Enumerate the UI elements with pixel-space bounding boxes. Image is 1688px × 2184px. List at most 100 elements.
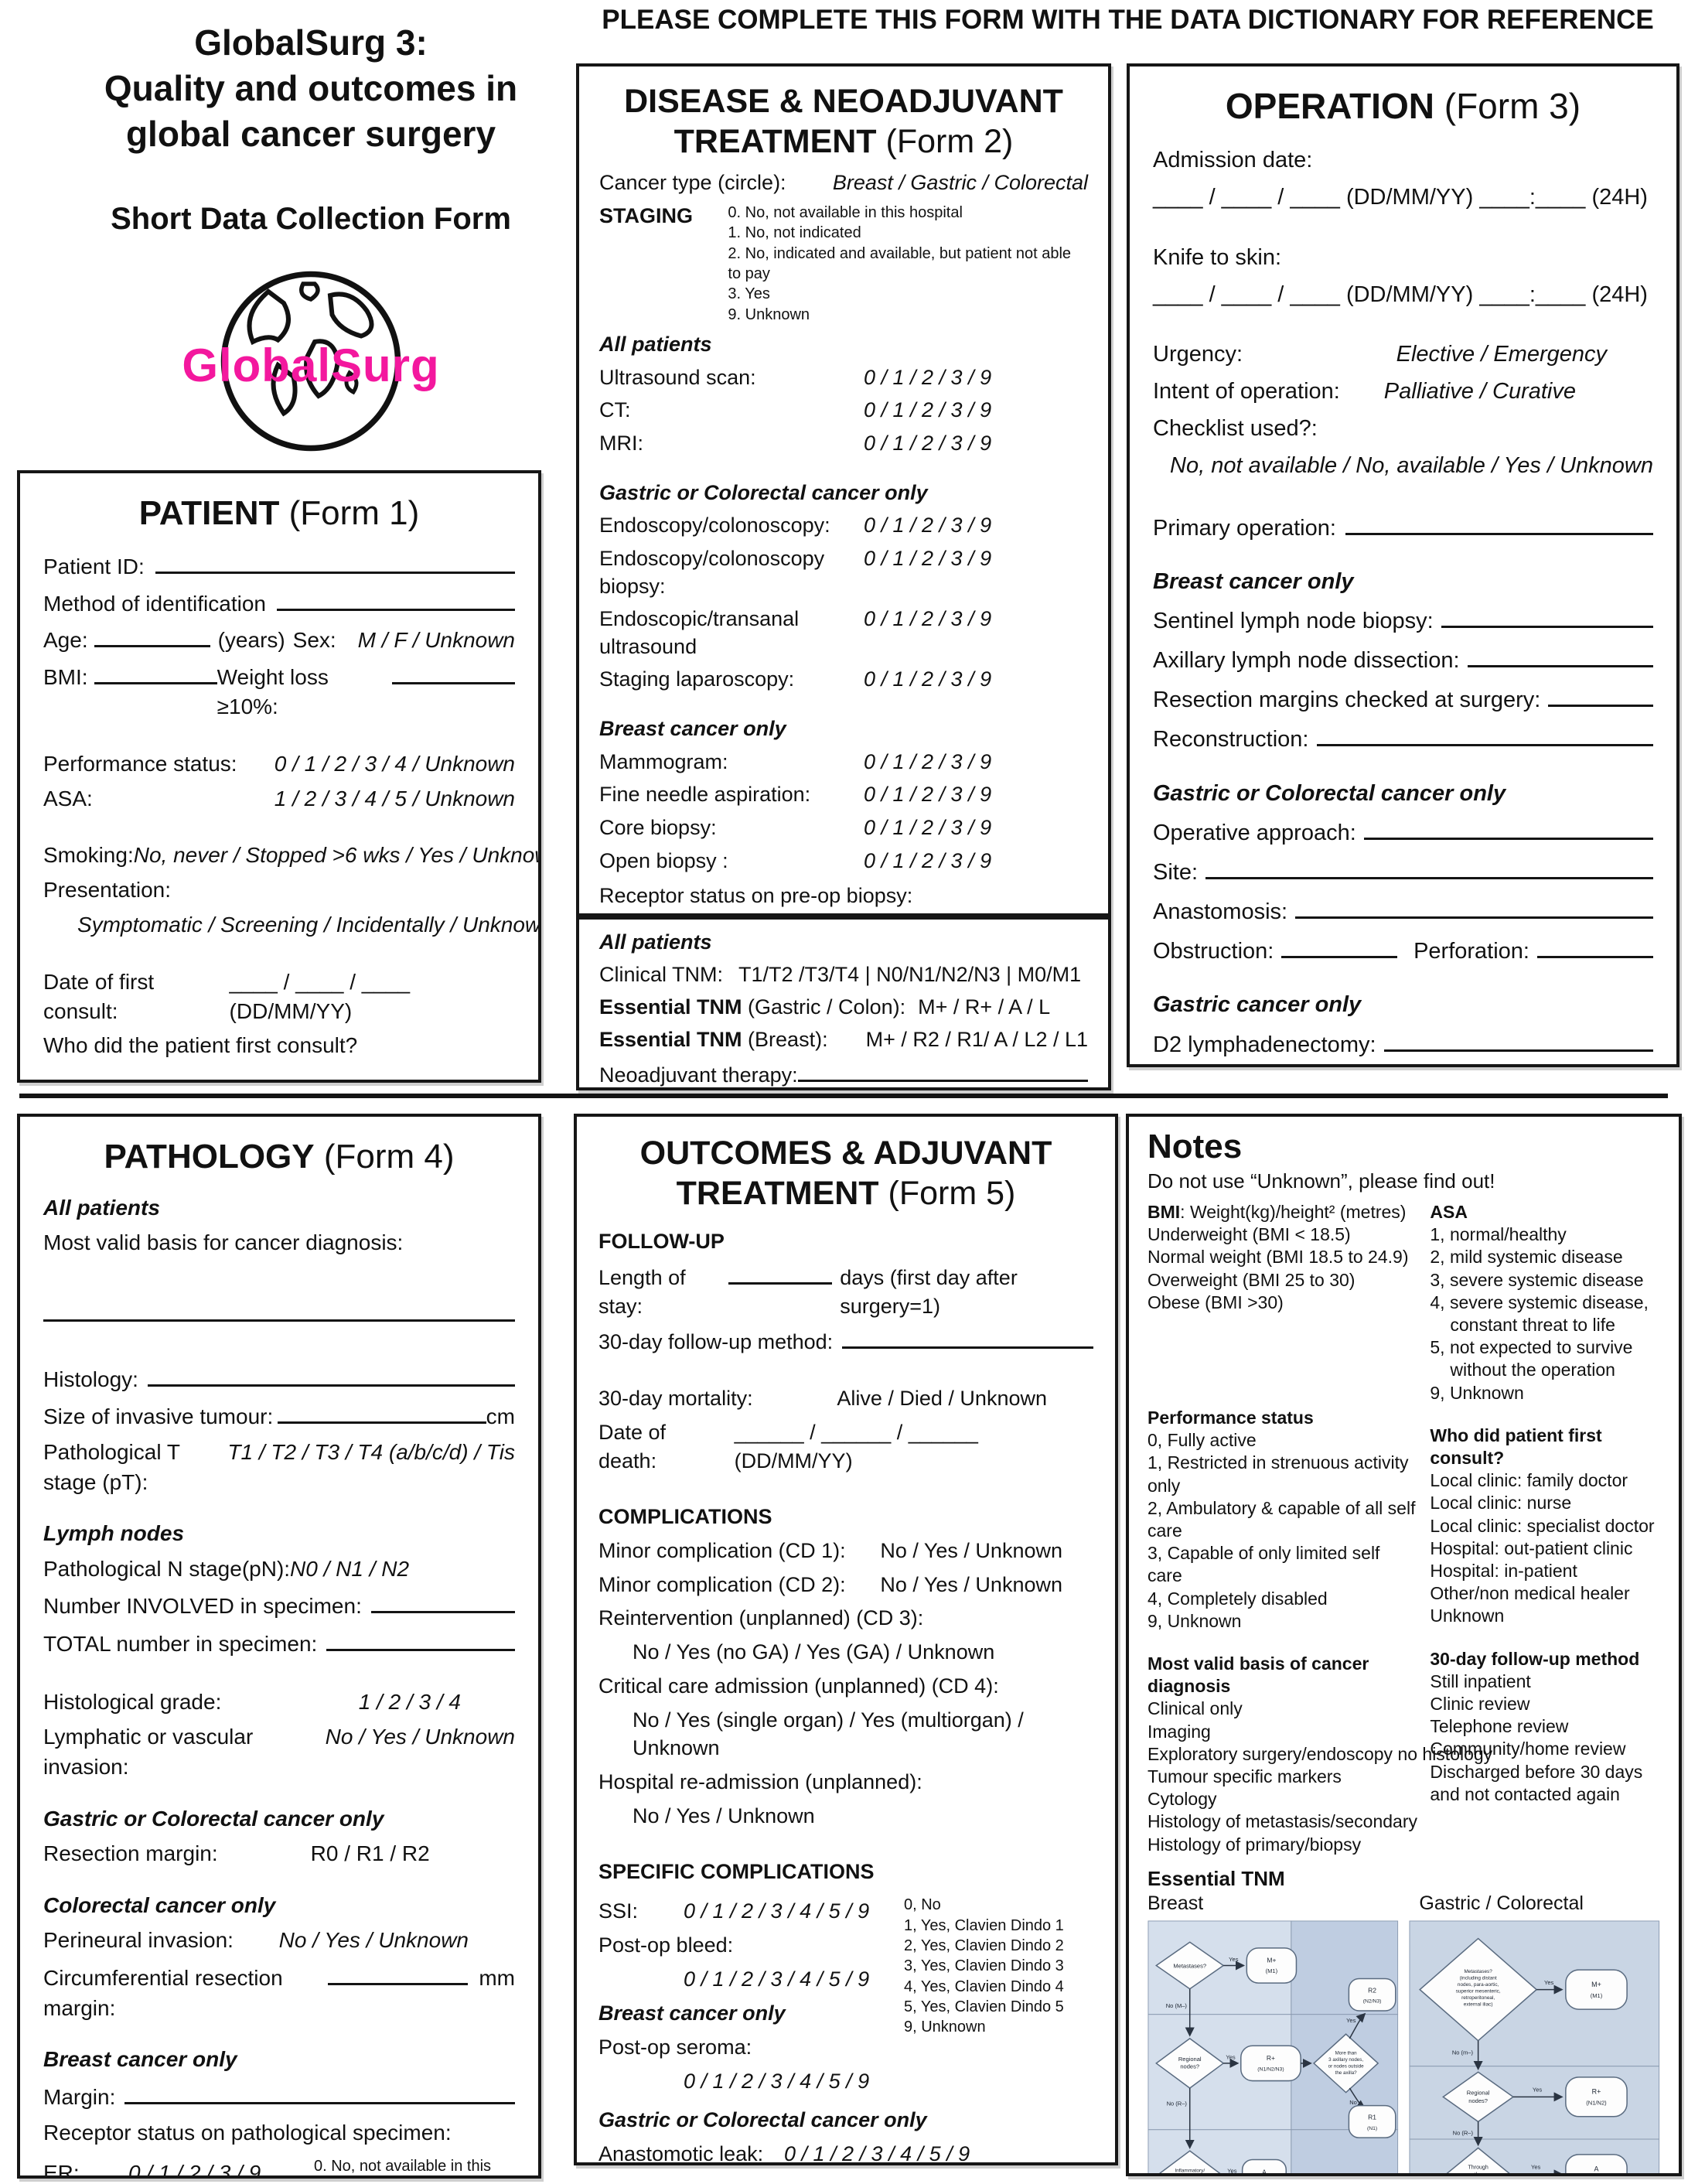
breast-m1-node: [1246, 1947, 1298, 1984]
mammogram-options[interactable]: 0 / 1 / 2 / 3 / 9: [864, 749, 992, 773]
grade-options[interactable]: 1 / 2 / 3 / 4: [358, 1689, 461, 1714]
readmission-label: Hospital re-admission (unplanned):: [598, 1769, 922, 1793]
bleed-options-row: 0 / 1 / 2 / 3 / 4 / 5 / 9: [598, 1965, 904, 1994]
asa-2: 2, mild systemic disease: [1430, 1247, 1623, 1268]
pt-stage-options[interactable]: T1 / T2 / T3 / T4 (a/b/c/d) / Tis: [227, 1439, 515, 1464]
patient-id-blank[interactable]: [155, 550, 515, 574]
basis-blank[interactable]: [43, 1298, 515, 1322]
open-biopsy-row: Open biopsy : 0 / 1 / 2 / 3 / 9: [599, 848, 1088, 875]
f2-gc-label: Gastric or Colorectal cancer only: [599, 480, 928, 504]
fu-telephone: Telephone review: [1430, 1716, 1569, 1737]
cd3-row: Reintervention (unplanned) (CD 3):: [598, 1604, 1093, 1633]
open-biopsy-options[interactable]: 0 / 1 / 2 / 3 / 9: [864, 848, 992, 872]
tumour-size-unit: cm: [486, 1404, 515, 1429]
essential-tnm-breast-options[interactable]: M+ / R2 / R1/ A / L2 / L1: [865, 1028, 1088, 1052]
cancer-type-options[interactable]: Breast / Gastric / Colorectal: [832, 171, 1088, 195]
los-blank[interactable]: [728, 1261, 833, 1285]
involved-blank[interactable]: [370, 1589, 515, 1614]
performance-options[interactable]: 0 / 1 / 2 / 3 / 4 / Unknown: [274, 751, 515, 776]
cd2-options[interactable]: No / Yes / Unknown: [880, 1572, 1062, 1596]
bmi-blank[interactable]: [94, 660, 217, 685]
essential-tnm-gc-bold: Essential TNM: [599, 995, 742, 1019]
perineural-options[interactable]: No / Yes / Unknown: [278, 1928, 469, 1953]
clinical-tnm-options[interactable]: T1/T2 /T3/T4 | N0/N1/N2/N3 | M0/M1: [738, 963, 1082, 987]
essential-tnm-gc-options[interactable]: M+ / R+ / A / L: [918, 995, 1051, 1019]
histology-blank[interactable]: [147, 1363, 515, 1387]
resection-margin-options[interactable]: R0 / R1 / R2: [310, 1841, 430, 1866]
readmission-row: Hospital re-admission (unplanned):: [598, 1768, 1093, 1797]
obstruction-blank[interactable]: [1281, 933, 1398, 959]
operative-approach-blank[interactable]: [1363, 815, 1653, 840]
presentation-options[interactable]: Symptomatic / Screening / Incidentally /…: [77, 912, 541, 937]
age-blank[interactable]: [94, 623, 210, 648]
admission-date-blanks[interactable]: ____ / ____ / ____ (DD/MM/YY) ____:____ …: [1153, 185, 1648, 210]
involved-label: Number INVOLVED in specimen:: [43, 1594, 362, 1619]
site-blank[interactable]: [1205, 855, 1653, 879]
flowcharts-row: Metastases? Yes M+ (M1) No (M–) Regional…: [1147, 1920, 1660, 2173]
axillary-label: Axillary lymph node dissection:: [1153, 648, 1460, 674]
urgency-options[interactable]: Elective / Emergency: [1396, 341, 1607, 367]
bleed-options[interactable]: 0 / 1 / 2 / 3 / 4 / 5 / 9: [684, 1967, 870, 1991]
tumour-size-blank[interactable]: [278, 1400, 486, 1425]
pn-stage-options[interactable]: N0 / N1 / N2: [290, 1556, 410, 1581]
mri-options[interactable]: 0 / 1 / 2 / 3 / 9: [864, 432, 992, 456]
grade-row: Histological grade: 1 / 2 / 3 / 4: [43, 1687, 515, 1718]
ssi-options[interactable]: 0 / 1 / 2 / 3 / 4 / 5 / 9: [684, 1899, 870, 1923]
method-id-blank[interactable]: [276, 587, 515, 611]
crm-blank[interactable]: [327, 1961, 469, 1986]
cd4-options[interactable]: No / Yes (single organ) / Yes (multiorga…: [633, 1708, 1024, 1760]
leak-options[interactable]: 0 / 1 / 2 / 3 / 4 / 5 / 9: [784, 2142, 970, 2165]
operative-approach-row: Operative approach:: [1153, 815, 1653, 849]
mri-row: MRI: 0 / 1 / 2 / 3 / 9: [599, 430, 1088, 458]
cancer-type-row: Cancer type (circle): Breast / Gastric /…: [599, 169, 1088, 197]
asa-options[interactable]: 1 / 2 / 3 / 4 / 5 / Unknown: [274, 786, 515, 810]
fu-method-blank[interactable]: [842, 1326, 1093, 1350]
first-consult-date-blanks[interactable]: ____ / ____ / ____ (DD/MM/YY): [229, 969, 411, 1023]
sentinel-blank[interactable]: [1441, 603, 1653, 628]
smoking-options[interactable]: No, never / Stopped >6 wks / Yes / Unkno…: [133, 843, 541, 868]
cd1-options[interactable]: No / Yes / Unknown: [880, 1538, 1062, 1562]
margins-checked-blank[interactable]: [1548, 682, 1653, 708]
ultrasound-options[interactable]: 0 / 1 / 2 / 3 / 9: [864, 365, 992, 389]
essential-tnm-breast-bold: Essential TNM: [599, 1028, 742, 1052]
weight-loss-blank[interactable]: [391, 660, 515, 685]
study-title: GlobalSurg 3: Quality and outcomes in gl…: [73, 20, 548, 157]
method-id-row: Method of identification: [43, 587, 515, 619]
transanal-us-options[interactable]: 0 / 1 / 2 / 3 / 9: [864, 607, 992, 631]
asa-9: 9, Unknown: [1430, 1382, 1524, 1403]
death-date-blanks[interactable]: ______ / ______ / ______ (DD/MM/YY): [734, 1420, 978, 1472]
intent-options[interactable]: Palliative / Curative: [1383, 379, 1576, 404]
seroma-options[interactable]: 0 / 1 / 2 / 3 / 4 / 5 / 9: [684, 2069, 870, 2093]
margin-blank[interactable]: [124, 2080, 515, 2104]
checklist-options[interactable]: No, not available / No, available / Yes …: [1170, 453, 1653, 479]
d2-blank[interactable]: [1383, 1027, 1653, 1052]
death-date-row: Date of death: ______ / ______ / ______ …: [598, 1418, 1093, 1475]
staging-lap-options[interactable]: 0 / 1 / 2 / 3 / 9: [864, 667, 992, 691]
path-er-options[interactable]: 0 / 1 / 2 / 3 / 9: [128, 2161, 261, 2179]
path-receptor-block: ER:0 / 1 / 2 / 3 / 9 PR:0 / 1 / 2 / 3 / …: [43, 2153, 515, 2179]
sex-options[interactable]: M / F / Unknown: [357, 628, 515, 653]
neoadjuvant-blank[interactable]: [797, 1059, 1088, 1083]
perf-3: 3, Capable of only limited self care: [1147, 1543, 1380, 1586]
axillary-blank[interactable]: [1467, 643, 1653, 668]
core-biopsy-options[interactable]: 0 / 1 / 2 / 3 / 9: [864, 815, 992, 839]
anastomosis-blank[interactable]: [1295, 894, 1653, 920]
reconstruction-blank[interactable]: [1316, 722, 1653, 747]
lvi-options[interactable]: No / Yes / Unknown: [325, 1725, 515, 1749]
perforation-blank[interactable]: [1537, 933, 1653, 959]
gc-regional-text1: Regional: [1466, 2089, 1489, 2096]
endoscopy-options[interactable]: 0 / 1 / 2 / 3 / 9: [864, 514, 992, 537]
mortality-options[interactable]: Alive / Died / Unknown: [837, 1387, 1047, 1411]
ct-options[interactable]: 0 / 1 / 2 / 3 / 9: [864, 398, 992, 422]
primary-operation-blank[interactable]: [1345, 510, 1653, 535]
readmission-options[interactable]: No / Yes / Unknown: [633, 1804, 815, 1827]
essential-tnm-gc-row: Essential TNM (Gastric / Colon): M+ / R+…: [599, 994, 1088, 1021]
fna-options[interactable]: 0 / 1 / 2 / 3 / 9: [864, 783, 992, 807]
smoking-label: Smoking:: [43, 843, 134, 868]
cd3-options[interactable]: No / Yes (no GA) / Yes (GA) / Unknown: [633, 1640, 995, 1664]
total-nodes-blank[interactable]: [326, 1627, 515, 1652]
breast-r1-sub: (N1): [1367, 2126, 1377, 2131]
crm-row: Circumferential resection margin: mm: [43, 1961, 515, 2023]
knife-date-blanks[interactable]: ____ / ____ / ____ (DD/MM/YY) ____:____ …: [1153, 282, 1648, 307]
endoscopy-biopsy-options[interactable]: 0 / 1 / 2 / 3 / 9: [864, 546, 992, 570]
